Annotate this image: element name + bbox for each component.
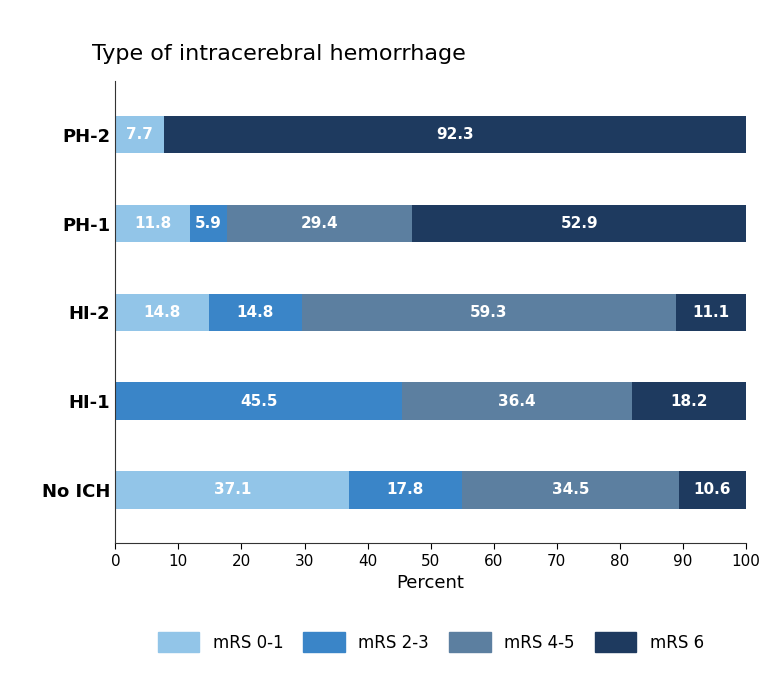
- X-axis label: Percent: Percent: [397, 574, 464, 592]
- Text: 59.3: 59.3: [470, 305, 508, 320]
- Bar: [115, 116, 164, 153]
- Bar: [115, 294, 208, 331]
- Text: 11.1: 11.1: [692, 305, 730, 320]
- Bar: [115, 382, 402, 420]
- Legend: mRS 0-1, mRS 2-3, mRS 4-5, mRS 6: mRS 0-1, mRS 2-3, mRS 4-5, mRS 6: [151, 625, 711, 659]
- Bar: [115, 471, 349, 509]
- Text: 7.7: 7.7: [126, 127, 153, 143]
- Bar: [164, 116, 746, 153]
- Text: 52.9: 52.9: [561, 216, 598, 231]
- Bar: [302, 294, 676, 331]
- Text: 92.3: 92.3: [436, 127, 474, 143]
- Bar: [632, 382, 747, 420]
- Text: 29.4: 29.4: [301, 216, 338, 231]
- Bar: [227, 205, 412, 242]
- Text: 14.8: 14.8: [237, 305, 274, 320]
- Bar: [402, 382, 632, 420]
- Text: 45.5: 45.5: [240, 394, 278, 409]
- Text: 36.4: 36.4: [498, 394, 536, 409]
- Text: 5.9: 5.9: [195, 216, 221, 231]
- Bar: [115, 205, 190, 242]
- Text: 34.5: 34.5: [551, 482, 589, 498]
- Text: 17.8: 17.8: [387, 482, 424, 498]
- Text: 18.2: 18.2: [671, 394, 708, 409]
- Bar: [676, 294, 746, 331]
- Text: 14.8: 14.8: [143, 305, 181, 320]
- Bar: [412, 205, 746, 242]
- Bar: [208, 294, 302, 331]
- Bar: [349, 471, 461, 509]
- Bar: [190, 205, 227, 242]
- Bar: [679, 471, 746, 509]
- Text: Type of intracerebral hemorrhage: Type of intracerebral hemorrhage: [92, 44, 466, 64]
- Text: 11.8: 11.8: [134, 216, 171, 231]
- Text: 37.1: 37.1: [214, 482, 251, 498]
- Bar: [461, 471, 679, 509]
- Text: 10.6: 10.6: [694, 482, 731, 498]
